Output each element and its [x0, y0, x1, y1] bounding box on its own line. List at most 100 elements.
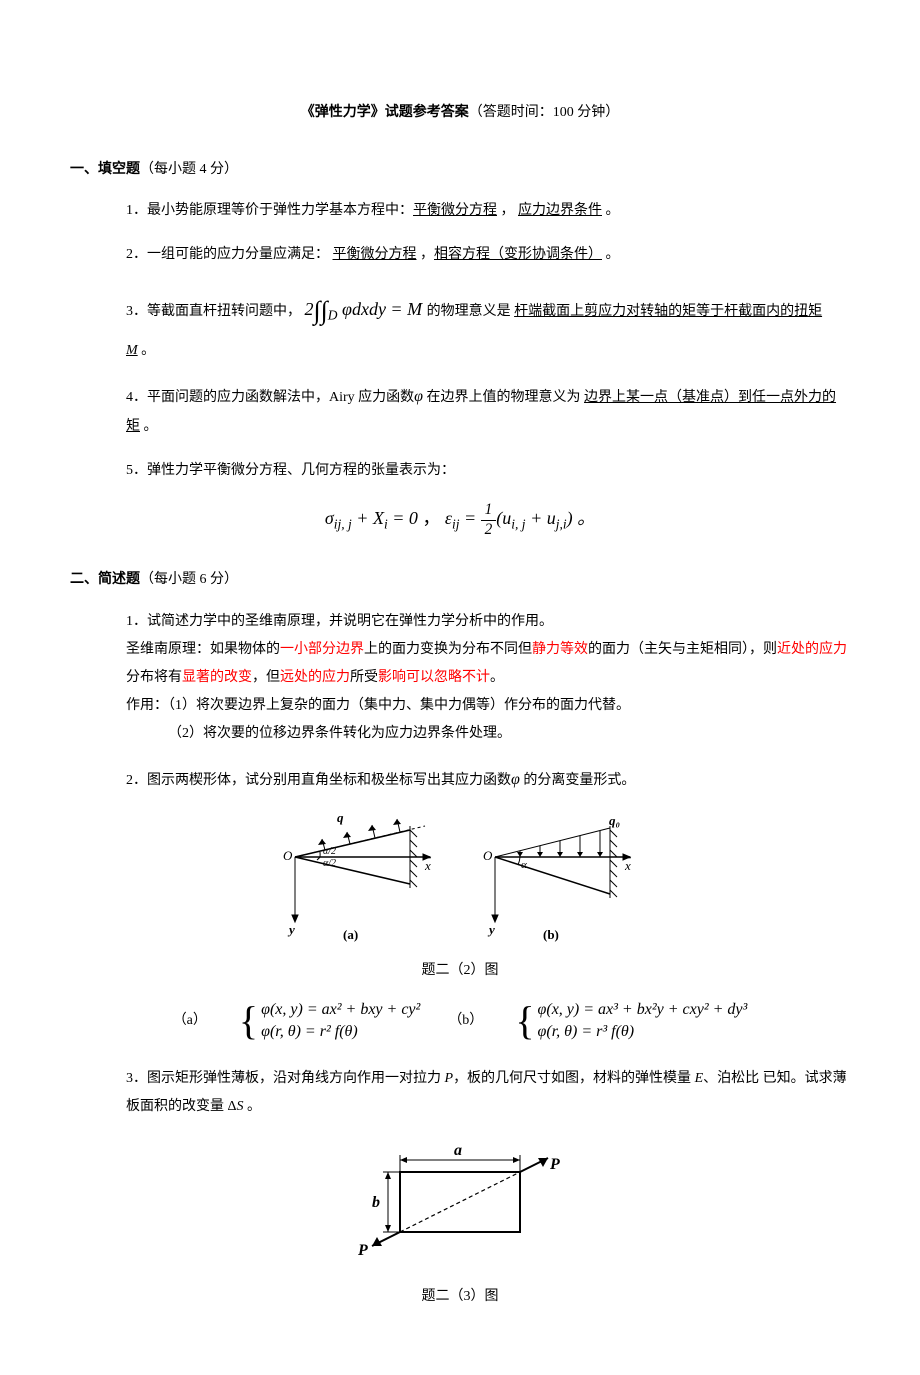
q1-2-pre: 2．一组可能的应力分量应满足： — [126, 247, 333, 262]
q1-1-end: 。 — [602, 203, 620, 218]
eqb2: φ(r, θ) = r³ f(θ) — [538, 1021, 635, 1043]
q1-1: 1．最小势能原理等价于弹性力学基本方程中：平衡微分方程 ， 应力边界条件 。 — [126, 197, 850, 225]
q1-2-ans1: 平衡微分方程 — [333, 247, 417, 262]
d-y-b: y — [487, 922, 495, 937]
q1-3-eq: 2∫∫D φdxdy = M — [305, 299, 427, 319]
q1-4: 4．平面问题的应力函数解法中，Airy 应力函数φ 在边界上值的物理意义为 边界… — [126, 381, 850, 441]
l2r6: 影响可以忽略不计 — [378, 670, 490, 685]
l2r4: 显著的改变 — [182, 670, 252, 685]
d-q0: q₀ — [609, 813, 620, 828]
section-2-head: 二、简述题（每小题 6 分） — [70, 567, 850, 594]
eq-eq: = — [459, 508, 480, 528]
q1-3-end: 。 — [138, 343, 156, 358]
q2-1-line2: 圣维南原理：如果物体的一小部分边界上的面力变换为分布不同但静力等效的面力（主矢与… — [126, 636, 850, 692]
q23b: ，板的几何尺寸如图，材料的弹性模量 — [453, 1071, 695, 1086]
dim-b: b — [372, 1194, 380, 1211]
q2-2-a: 2．图示两楔形体，试分别用直角坐标和极坐标写出其应力函数 — [126, 773, 511, 788]
eq-zero: = 0 — [388, 508, 418, 528]
q2-1-line1: 1．试简述力学中的圣维南原理，并说明它在弹性力学分析中的作用。 — [126, 608, 850, 636]
eqb1: φ(x, y) = ax³ + bx²y + cxy² + dy³ — [538, 999, 748, 1021]
q23a: 3．图示矩形弹性薄板，沿对角线方向作用一对拉力 — [126, 1071, 445, 1086]
sec2-head-bold: 二、简述题 — [70, 572, 140, 587]
eq-comma: ， — [422, 508, 445, 528]
l2r1: 一小部分边界 — [280, 642, 364, 657]
l2g: 。 — [490, 670, 504, 685]
title-bold: 《弹性力学》试题参考答案 — [301, 105, 469, 120]
plate-diagram: a b P P — [350, 1137, 570, 1267]
q1-1-pre: 1．最小势能原理等价于弹性力学基本方程中： — [126, 203, 413, 218]
l2c: 的面力（主矢与主矩相同），则 — [588, 642, 777, 657]
q2-1: 1．试简述力学中的圣维南原理，并说明它在弹性力学分析中的作用。 圣维南原理：如果… — [126, 608, 850, 748]
sigma: σ — [325, 508, 334, 528]
d-x-b: x — [624, 858, 631, 873]
sec2-head-light: （每小题 6 分） — [140, 572, 238, 587]
d-q-a: q — [337, 812, 344, 825]
lbl-b: （b） — [448, 1008, 483, 1035]
title-light: （答题时间：100 分钟） — [469, 105, 620, 120]
plus-X: + X — [352, 508, 384, 528]
lp: (u — [496, 508, 511, 528]
q1-3-M: M — [126, 343, 138, 358]
q1-5: 5．弹性力学平衡微分方程、几何方程的张量表示为： — [126, 457, 850, 485]
d-y-a: y — [287, 922, 295, 937]
q1-2-sep: ， — [417, 247, 435, 262]
q23d: 。 — [244, 1099, 262, 1114]
sec1-head-light: （每小题 4 分） — [140, 162, 238, 177]
l2d: 分布将有 — [126, 670, 182, 685]
brace-a: { φ(x, y) = ax² + bxy + cy² φ(r, θ) = r²… — [239, 999, 420, 1044]
q2-2-b: 的分离变量形式。 — [520, 773, 636, 788]
l2a: 圣维南原理：如果物体的 — [126, 642, 280, 657]
num1: 1 — [481, 501, 497, 520]
q1-4-end: 。 — [140, 419, 158, 434]
wedge-diagram: O x y q α/2 α/2 (a) — [265, 812, 655, 942]
P-bot: P — [357, 1242, 368, 1259]
q1-2-end: 。 — [602, 247, 620, 262]
l2r5: 远处的应力 — [280, 670, 350, 685]
q1-4-phi: φ — [414, 388, 423, 405]
q1-1-sep: ， — [497, 203, 518, 218]
q1-5-equation: σij, j + Xi = 0 ， εij = 12(ui, j + uj,i)… — [70, 501, 850, 539]
dim-a: a — [454, 1142, 462, 1159]
q2-1-line4: （2）将次要的位移边界条件转化为应力边界条件处理。 — [168, 720, 850, 748]
d-O-b: O — [483, 848, 493, 863]
q1-2-ans2: 相容方程（变形协调条件） — [434, 247, 602, 262]
u2: j,i — [556, 517, 567, 532]
page-title: 《弹性力学》试题参考答案（答题时间：100 分钟） — [70, 100, 850, 127]
eqa2: φ(r, θ) = r² f(θ) — [261, 1021, 358, 1043]
d-al1: α/2 — [323, 846, 336, 857]
l2r3: 近处的应力 — [777, 642, 847, 657]
q1-3-mid: 的物理意义是 — [427, 304, 515, 319]
l2r2: 静力等效 — [532, 642, 588, 657]
d-x-a: x — [424, 858, 431, 873]
q1-5-text: 5．弹性力学平衡微分方程、几何方程的张量表示为： — [126, 463, 455, 478]
q1-3-two: 2 — [305, 299, 314, 319]
d-la: (a) — [343, 927, 358, 942]
q2-2: 2．图示两楔形体，试分别用直角坐标和极坐标写出其应力函数φ 的分离变量形式。 — [126, 764, 850, 796]
l2f: 所受 — [350, 670, 378, 685]
q2-3: 3．图示矩形弹性薄板，沿对角线方向作用一对拉力 P，板的几何尺寸如图，材料的弹性… — [126, 1065, 850, 1121]
l2e: ，但 — [252, 670, 280, 685]
frac-half: 12 — [481, 501, 497, 539]
q23E: E — [695, 1071, 704, 1086]
pl: + u — [526, 508, 556, 528]
q2-2-equations: （a） { φ(x, y) = ax² + bxy + cy² φ(r, θ) … — [70, 999, 850, 1044]
q1-1-ans2: 应力边界条件 — [518, 203, 602, 218]
rp: ) 。 — [567, 508, 596, 528]
section-1-head: 一、填空题（每小题 4 分） — [70, 157, 850, 184]
den2: 2 — [481, 521, 497, 539]
u1: i, j — [511, 517, 525, 532]
q1-3-D: D — [328, 308, 338, 323]
q1-1-ans1: 平衡微分方程 — [413, 203, 497, 218]
q2-3-caption: 题二（3）图 — [70, 1284, 850, 1311]
d-al2: α/2 — [323, 858, 336, 869]
q23P: P — [445, 1071, 454, 1086]
l2b: 上的面力变换为分布不同但 — [364, 642, 532, 657]
q2-1-line3: 作用：（1）将次要边界上复杂的面力（集中力、集中力偶等）作分布的面力代替。 — [126, 692, 850, 720]
integral-icon: ∫∫ — [314, 296, 328, 325]
q1-4-mid: 在边界上值的物理意义为 — [423, 390, 584, 405]
q2-2-phi: φ — [511, 771, 520, 788]
q1-3: 3．等截面直杆扭转问题中， 2∫∫D φdxdy = M 的物理意义是 杆端截面… — [126, 285, 850, 365]
brace-b: { φ(x, y) = ax³ + bx²y + cxy² + dy³ φ(r,… — [515, 999, 747, 1044]
sigma-sub: ij, j — [334, 517, 352, 532]
q1-3-ans: 杆端截面上剪应力对转轴的矩等于杆截面内的扭矩 — [514, 304, 822, 319]
